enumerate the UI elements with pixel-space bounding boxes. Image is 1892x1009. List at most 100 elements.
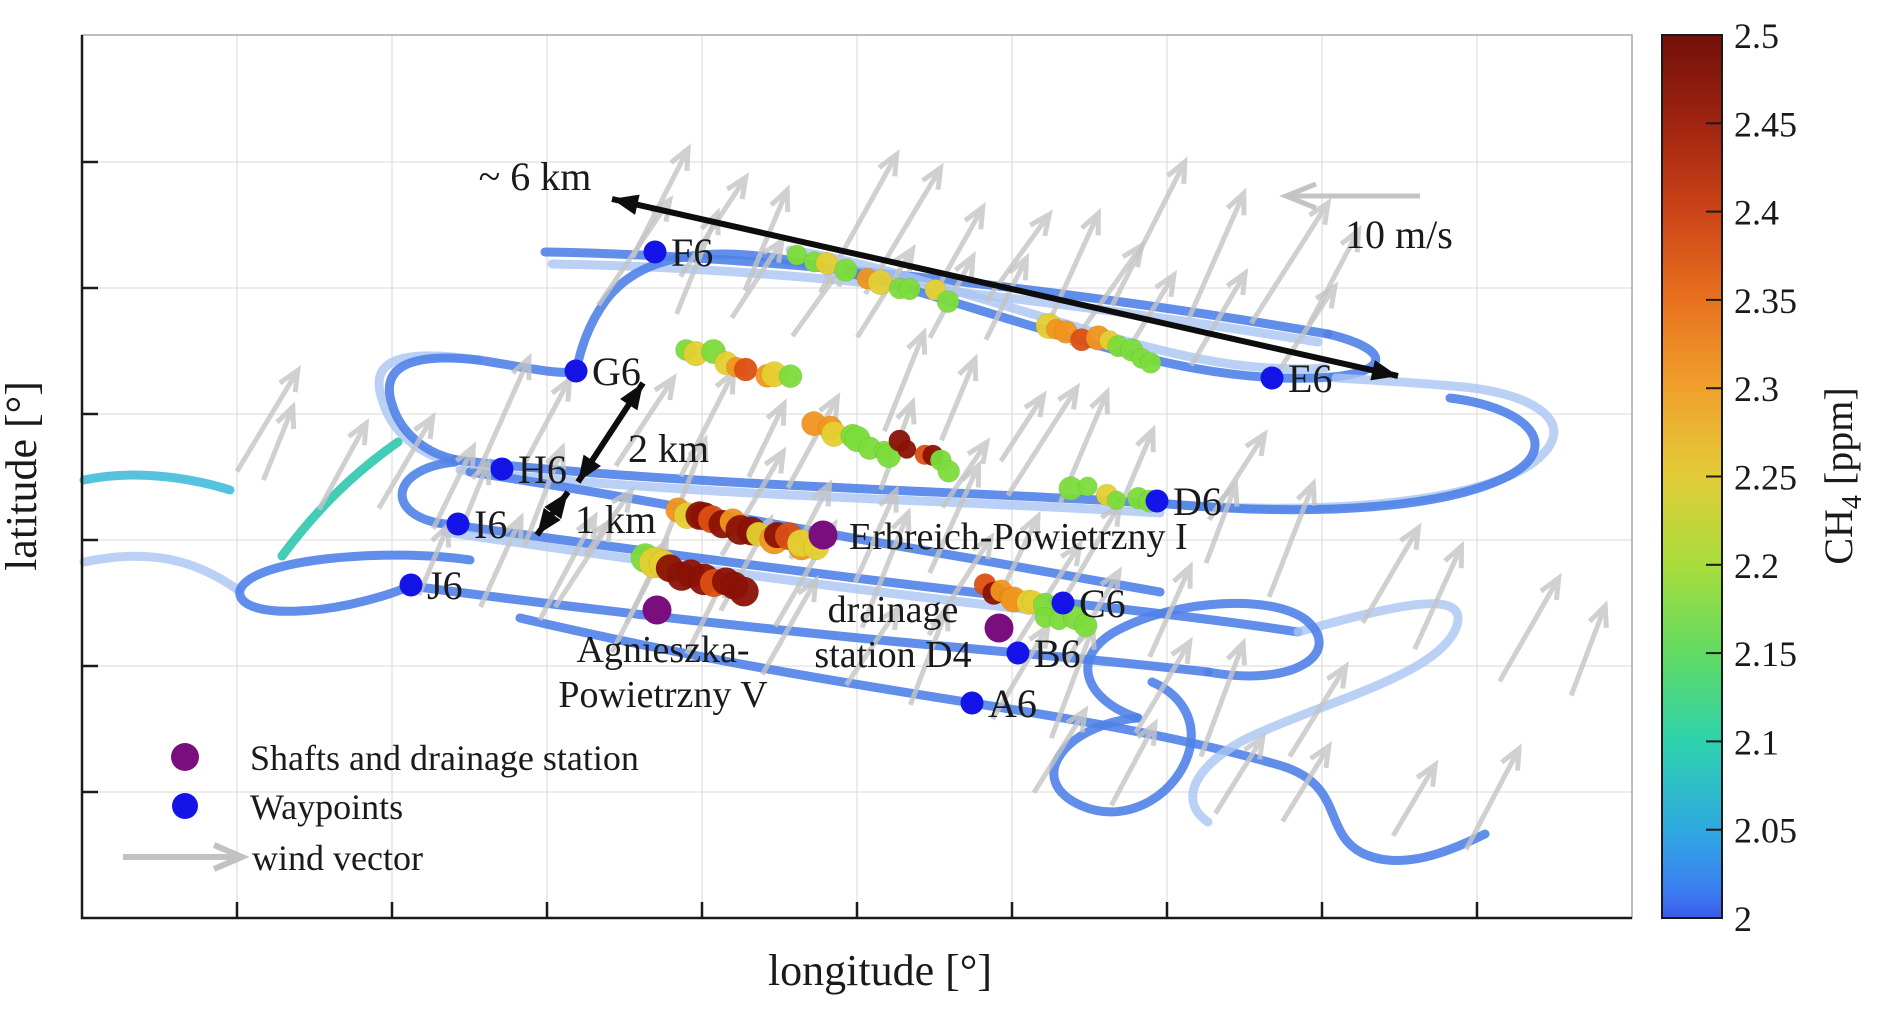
colorbar-ticks: 2.5 2.45 2.4 2.35 2.3 2.25 2.2 2.15 2.1 2.05 2: [1706, 16, 1797, 939]
wind-arrow: [785, 391, 841, 490]
station-label: station D4: [814, 634, 971, 676]
wind-arrow: [1147, 561, 1193, 658]
colorbar-tick-label: 2.35: [1734, 281, 1797, 321]
wind-arrow: [852, 484, 899, 584]
wind-arrow: [1280, 740, 1333, 823]
wind-arrow: [1203, 478, 1240, 565]
wind-arrow: [1266, 477, 1317, 598]
methane-hotspot: [1073, 613, 1098, 638]
colorbar-tick-label: 2.05: [1734, 811, 1797, 851]
colorbar-title-main: CH: [1816, 509, 1861, 565]
flight-track-segment: [1163, 373, 1559, 513]
waypoint-label-G6: G6: [592, 349, 641, 394]
flight-track-segment: [1188, 599, 1463, 827]
station-marker: [642, 595, 672, 625]
methane-hotspot: [1077, 476, 1098, 497]
wind-arrow: [1125, 269, 1178, 352]
legend-shaft-marker: [171, 743, 199, 771]
wind-arrow: [613, 373, 677, 468]
methane-hotspot: [728, 576, 759, 607]
legend-wind-arrow-icon: [123, 842, 250, 872]
scale-arrow-head: [544, 492, 568, 520]
wind-arrow: [760, 574, 819, 676]
scale-arrow-head: [612, 194, 640, 215]
scale-2km-label: 2 km: [628, 426, 709, 471]
flight-track-segment: [465, 467, 1165, 597]
wind-arrow: [983, 252, 1030, 341]
colorbar-tick-label: 2.25: [1734, 458, 1797, 498]
wind-reference-label: 10 m/s: [1345, 212, 1453, 257]
wind-arrow: [474, 352, 532, 476]
wind-arrow: [657, 434, 709, 555]
waypoint-marker-G6: [564, 359, 588, 383]
waypoint-marker-F6: [643, 240, 667, 264]
colorbar-tick-label: 2.15: [1734, 634, 1797, 674]
wind-arrow: [908, 603, 951, 706]
colorbar-tick-label: 2.5: [1734, 16, 1779, 56]
scale-arrow-head: [1370, 360, 1398, 381]
colorbar-tick-label: 2: [1734, 899, 1752, 939]
wind-arrow: [844, 603, 902, 687]
wind-arrow: [1207, 429, 1268, 522]
station-label: Erbreich-Powietrzny I: [849, 516, 1188, 558]
wind-arrow: [431, 441, 476, 530]
wind-arrow: [1186, 187, 1247, 320]
methane-hotspot: [733, 357, 758, 382]
wind-arrow: [1133, 636, 1193, 735]
waypoint-label-F6: F6: [671, 230, 713, 275]
waypoint-label-I6: I6: [474, 502, 507, 547]
methane-hotspot: [937, 460, 960, 483]
wind-reference-arrow: [1279, 181, 1420, 211]
wind-arrow: [742, 184, 791, 292]
colorbar-title: CH4 [ppm]: [1816, 387, 1868, 564]
wind-arrow: [1198, 637, 1247, 758]
tick-layer: [82, 160, 1479, 918]
methane-hotspot: [897, 439, 917, 459]
scale-arrow-head: [620, 383, 643, 411]
flight-track-segment: [1049, 677, 1196, 817]
colorbar-tick-label: 2.2: [1734, 546, 1779, 586]
scale-6km-label: ~ 6 km: [479, 154, 592, 199]
waypoint-marker-D6: [1145, 489, 1169, 513]
scale-arrow-line: [611, 196, 1399, 379]
wind-arrow: [746, 398, 787, 479]
waypoint-label-J6: J6: [427, 563, 463, 608]
waypoint-label-H6: H6: [518, 447, 567, 492]
scale-arrow-layer: [534, 194, 1399, 537]
grid-layer: [82, 35, 1632, 918]
colorbar: 2.5 2.45 2.4 2.35 2.3 2.25 2.2 2.15 2.1 2.05 2 CH4…: [1661, 16, 1868, 939]
station-label: Powietrzny V: [558, 674, 768, 716]
methane-hotspot: [834, 258, 858, 282]
flight-track-segment: [1163, 393, 1540, 515]
wind-arrow: [882, 327, 928, 433]
wind-arrow: [859, 507, 912, 629]
waypoint-marker-B6: [1006, 641, 1030, 665]
scale-arrow-head: [537, 507, 561, 535]
methane-hotspot: [778, 364, 803, 388]
waypoint-marker-A6: [960, 691, 984, 715]
wind-arrow: [1109, 156, 1188, 308]
flight-track-segment: [1083, 598, 1324, 723]
waypoint-label-A6: A6: [988, 681, 1037, 726]
colorbar-title-sub: 4: [1837, 495, 1868, 509]
wind-arrow: [1031, 705, 1089, 794]
waypoint-marker-I6: [446, 512, 470, 536]
flight-track-segment: [277, 437, 403, 561]
wind-arrow: [1412, 540, 1465, 651]
station-label: Agnieszka-: [576, 629, 749, 671]
methane-hotspot: [1140, 352, 1162, 374]
waypoint-label-D6: D6: [1173, 479, 1222, 524]
waypoint-marker-E6: [1260, 366, 1284, 390]
wind-arrow: [1109, 718, 1158, 807]
wind-arrow: [1497, 572, 1562, 683]
wind-arrow: [998, 511, 1041, 594]
wind-arrow: [927, 459, 982, 575]
wind-arrow: [1390, 759, 1439, 838]
waypoint-label-C6: C6: [1079, 581, 1126, 626]
wind-arrow: [1213, 732, 1266, 815]
flight-track-segment: [79, 470, 235, 495]
wind-arrow: [1568, 600, 1609, 697]
